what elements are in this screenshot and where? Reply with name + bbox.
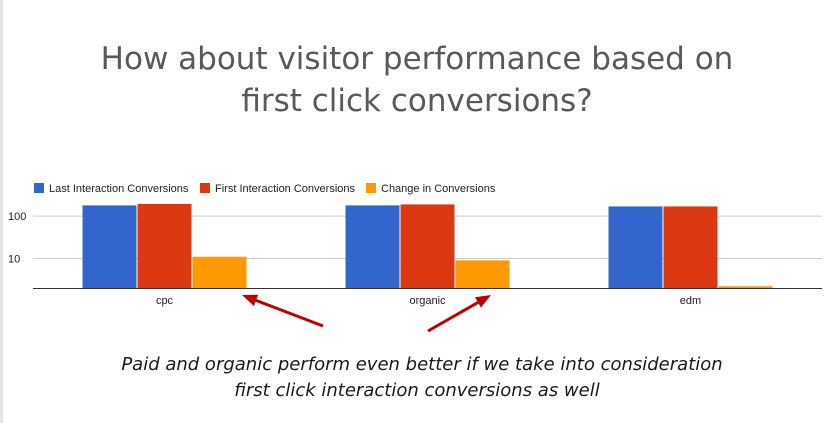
caption-line-2: first click interaction conversions as w… xyxy=(234,380,600,401)
y-tick-label-2: 100 xyxy=(8,211,26,223)
legend-label-3: Change in Conversions xyxy=(381,183,496,195)
legend-swatch-1 xyxy=(34,183,44,193)
legend-label-2: First Interaction Conversions xyxy=(215,183,355,195)
bar-cpc-3 xyxy=(192,256,247,288)
y-tick-label-1: 10 xyxy=(8,253,20,265)
arrow-head xyxy=(242,294,259,306)
legend-swatch-3 xyxy=(366,183,376,193)
bar-cpc-2 xyxy=(137,203,192,288)
slide-title-line-2: first click conversions? xyxy=(241,83,593,119)
bar-organic-2 xyxy=(400,204,455,288)
legend-swatch-2 xyxy=(200,183,210,193)
bar-cpc-1 xyxy=(82,205,137,288)
bar-organic-3 xyxy=(455,260,510,288)
caption-line-1: Paid and organic perform even better if … xyxy=(121,354,723,375)
x-tick-label-cpc: cpc xyxy=(156,295,174,307)
slide-caption: Paid and organic perform even better if … xyxy=(0,352,834,404)
bar-edm-2 xyxy=(663,206,718,288)
legend-label-1: Last Interaction Conversions xyxy=(49,183,189,195)
arrow-annotation-2 xyxy=(427,295,491,333)
x-tick-label-edm: edm xyxy=(680,295,701,307)
arrow-shaft xyxy=(255,298,324,328)
x-axis: cpc organic edm xyxy=(33,288,822,307)
arrow-annotation-1 xyxy=(242,294,324,328)
x-tick-label-organic: organic xyxy=(409,295,446,307)
slide-title-line-1: How about visitor performance based on xyxy=(100,41,734,77)
slide-edge xyxy=(0,0,3,423)
bar-chart: Last Interaction Conversions First Intera… xyxy=(8,183,822,333)
bar-edm-3 xyxy=(718,286,773,288)
chart-bars xyxy=(82,203,773,288)
bar-edm-1 xyxy=(608,206,663,288)
y-axis: 10 100 xyxy=(8,211,26,265)
chart-legend: Last Interaction Conversions First Intera… xyxy=(34,183,496,195)
arrow-head xyxy=(474,295,491,308)
chart-annotations xyxy=(242,294,491,333)
bar-organic-1 xyxy=(345,205,400,288)
slide-title: How about visitor performance based on f… xyxy=(0,38,834,122)
arrow-shaft xyxy=(427,301,479,333)
